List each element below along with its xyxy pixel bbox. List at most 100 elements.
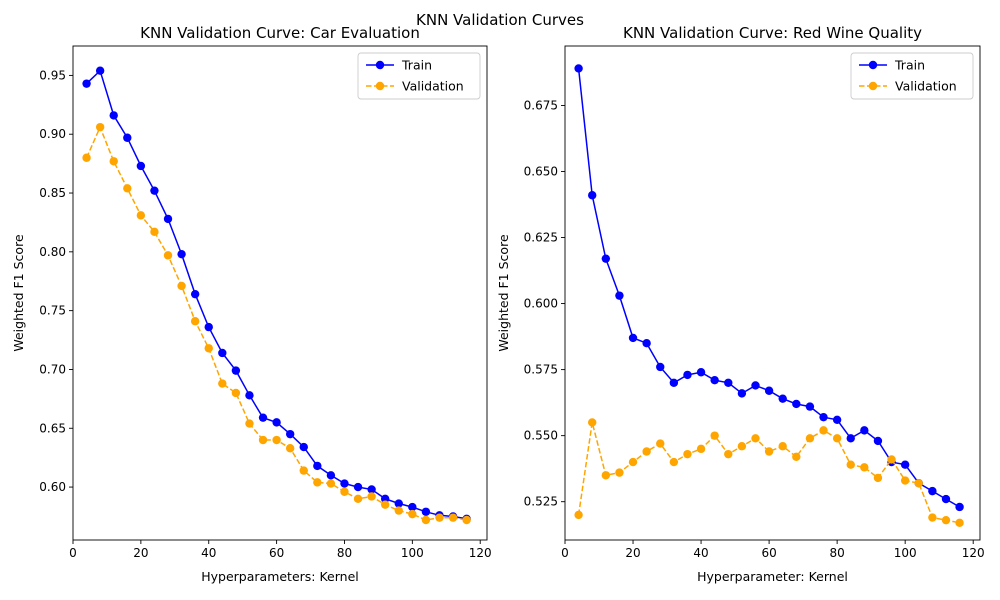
series-point-train xyxy=(588,191,597,200)
axes-frame xyxy=(72,45,488,541)
legend-label-train: Train xyxy=(894,58,925,73)
chart-title: KNN Validation Curve: Red Wine Quality xyxy=(623,24,922,42)
series-point-train xyxy=(764,386,774,395)
series-point-validation xyxy=(462,515,471,525)
series-point-validation xyxy=(724,449,733,459)
series-point-validation xyxy=(846,460,855,469)
series-point-train xyxy=(832,415,842,425)
x-tick-label: 80 xyxy=(829,546,844,560)
series-point-train xyxy=(615,291,624,300)
y-tick-label: 0.575 xyxy=(524,363,558,377)
series-point-validation xyxy=(751,434,760,443)
y-tick-label: 0.525 xyxy=(524,495,558,509)
legend-label-train: Train xyxy=(401,58,432,73)
series-point-train xyxy=(737,389,747,398)
series-point-train xyxy=(245,391,254,400)
series-point-train xyxy=(421,507,431,516)
series-point-validation xyxy=(394,506,403,515)
x-tick-label: 0 xyxy=(561,546,569,560)
series-point-train xyxy=(258,413,268,422)
x-tick-label: 80 xyxy=(337,546,352,560)
series-line-validation xyxy=(85,125,467,521)
legend-label-validation: Validation xyxy=(402,79,464,94)
y-tick-label: 0.550 xyxy=(524,429,558,443)
series-point-validation xyxy=(177,281,186,291)
y-tick-label: 0.650 xyxy=(524,164,558,178)
series-point-train xyxy=(941,494,951,504)
series-point-train xyxy=(150,186,159,195)
series-point-validation xyxy=(367,492,376,501)
series-point-train xyxy=(313,461,322,471)
series-point-train xyxy=(710,375,719,385)
series-point-validation xyxy=(696,444,706,454)
series-point-train xyxy=(642,338,651,348)
series-point-validation xyxy=(218,379,227,388)
x-tick-label: 60 xyxy=(269,546,284,560)
series-point-validation xyxy=(574,510,583,520)
legend-label-validation: Validation xyxy=(895,79,957,94)
series-point-validation xyxy=(628,457,638,467)
series-point-validation xyxy=(805,434,815,443)
series-point-train xyxy=(628,333,638,343)
series-point-train xyxy=(751,381,760,390)
series-point-validation xyxy=(340,487,349,496)
y-tick-label: 0.85 xyxy=(39,186,66,200)
series-point-train xyxy=(299,442,308,452)
series-point-train xyxy=(860,426,869,435)
series-point-validation xyxy=(313,478,322,487)
series-point-validation xyxy=(258,435,268,445)
series-point-validation xyxy=(163,251,173,260)
series-point-train xyxy=(574,64,583,73)
series-point-train xyxy=(683,370,692,380)
series-point-train xyxy=(231,366,241,375)
y-tick-label: 0.90 xyxy=(39,127,66,141)
series-point-validation xyxy=(615,468,624,477)
series-point-validation xyxy=(588,418,597,427)
series-point-train xyxy=(136,161,146,171)
chart-title: KNN Validation Curve: Car Evaluation xyxy=(140,24,420,42)
series-point-validation xyxy=(656,439,665,448)
series-point-train xyxy=(218,348,227,358)
series-point-train xyxy=(394,499,403,508)
series-point-train xyxy=(82,79,91,88)
y-tick-label: 0.75 xyxy=(39,304,66,318)
series-point-train xyxy=(696,368,706,377)
series-point-train xyxy=(669,378,679,388)
series-point-validation xyxy=(887,455,896,464)
series-point-validation xyxy=(819,426,828,435)
y-tick-label: 0.625 xyxy=(524,231,558,245)
x-tick-label: 20 xyxy=(133,546,148,560)
series-point-train xyxy=(177,249,186,259)
y-tick-label: 0.80 xyxy=(39,245,66,259)
series-point-validation xyxy=(82,153,91,162)
series-point-validation xyxy=(408,509,417,519)
series-point-validation xyxy=(764,447,774,456)
series-point-train xyxy=(272,418,281,427)
x-tick-label: 20 xyxy=(625,546,640,560)
series-point-train xyxy=(805,402,815,411)
series-point-train xyxy=(792,399,801,409)
series-point-train xyxy=(656,362,665,372)
x-tick-label: 120 xyxy=(469,546,492,560)
series-point-validation xyxy=(778,442,787,451)
series-point-validation xyxy=(941,515,951,525)
axes-frame xyxy=(564,45,981,541)
x-tick-label: 40 xyxy=(201,546,216,560)
series-point-validation xyxy=(190,317,200,326)
series-point-train xyxy=(326,471,336,480)
series-point-validation xyxy=(737,442,747,451)
x-tick-label: 100 xyxy=(894,546,917,560)
y-axis-label: Weighted F1 Score xyxy=(11,234,26,352)
series-point-validation xyxy=(601,471,611,480)
y-tick-label: 0.60 xyxy=(39,480,66,494)
series-point-train xyxy=(380,494,390,504)
series-point-validation xyxy=(299,466,308,475)
series-point-validation xyxy=(710,431,719,440)
series-point-validation xyxy=(326,479,336,488)
legend-marker-validation xyxy=(868,81,878,91)
x-tick-label: 40 xyxy=(693,546,708,560)
series-point-validation xyxy=(914,479,923,488)
series-point-train xyxy=(778,394,787,403)
y-axis-label: Weighted F1 Score xyxy=(496,234,511,352)
legend-marker-train xyxy=(868,60,878,70)
